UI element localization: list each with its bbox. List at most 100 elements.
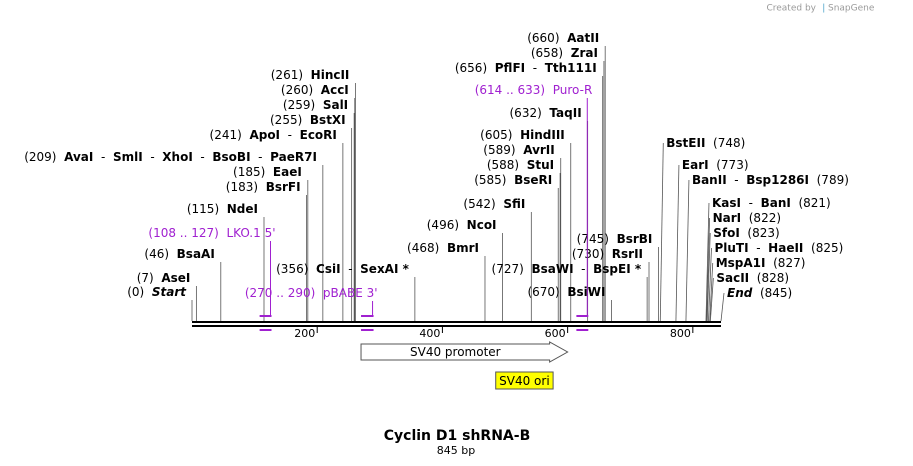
restriction-sites: (0) Start(7) AseI (46) BsaAI (115) NdeI (18…: [24, 31, 849, 300]
axis-tick-label: 400: [419, 327, 440, 340]
site-label: (7) AseI: [137, 271, 191, 285]
site-mspa1i[interactable]: MspA1I (827): [716, 256, 806, 270]
site-apoi[interactable]: (241) ApoI - EcoRI: [210, 128, 337, 142]
site-bsrbi[interactable]: (745) BsrBI: [577, 232, 653, 246]
credit-brand: SnapGene: [828, 4, 875, 14]
site-zrai[interactable]: (658) ZraI: [531, 46, 598, 60]
site-bsawi[interactable]: (727) BsaWI - BspEI *: [492, 262, 642, 276]
feature-sv40-ori[interactable]: SV40 ori: [495, 371, 554, 390]
site-eari[interactable]: EarI (773): [682, 158, 749, 172]
site-sacii[interactable]: SacII (828): [716, 271, 789, 285]
site-taqii[interactable]: (632) TaqII: [510, 106, 582, 120]
snapgene-logo-icon: ❘: [820, 4, 828, 14]
site-label: (356) CsiI - SexAI *: [276, 262, 409, 276]
site-hincii[interactable]: (261) HincII: [271, 68, 350, 82]
site-leader: [706, 232, 711, 322]
site-acci[interactable]: (260) AccI: [281, 83, 349, 97]
site-label: BanII - Bsp1286I (789): [692, 173, 849, 187]
site-label: (183) BsrFI: [226, 180, 301, 194]
site-bsiwi[interactable]: (670) BsiWI: [527, 285, 605, 299]
site-ndei[interactable]: (115) NdeI: [187, 202, 258, 216]
feature-sv40-promoter[interactable]: SV40 promoter: [360, 341, 569, 363]
credit-text: Created by: [766, 4, 816, 14]
site-label: (185) EaeI: [233, 165, 302, 179]
site-sfii[interactable]: (542) SfiI: [463, 197, 525, 211]
site-label: (542) SfiI: [463, 197, 525, 211]
site-label: EarI (773): [682, 158, 749, 172]
site-eaei[interactable]: (185) EaeI: [233, 165, 302, 179]
site-label: (727) BsaWI - BspEI *: [492, 262, 642, 276]
site-bsrfi[interactable]: (183) BsrFI: [226, 180, 301, 194]
site-label: (585) BseRI: [474, 173, 552, 187]
site-label: PluTI - HaeII (825): [714, 241, 843, 255]
backbone-top-strand: [192, 321, 721, 323]
primer-633-puro-r[interactable]: (614 .. 633) Puro-R: [475, 83, 593, 331]
site-leader: [709, 277, 714, 322]
site-label: (115) NdeI: [187, 202, 258, 216]
site-leader: [685, 179, 690, 322]
axis-tick-label: 800: [670, 327, 691, 340]
site-leader: [659, 142, 664, 322]
site-bsaai[interactable]: (46) BsaAI: [144, 247, 214, 261]
site-kasi[interactable]: KasI - BanI (821): [712, 196, 831, 210]
site-avrii[interactable]: (589) AvrII: [483, 143, 554, 157]
site-label: (46) BsaAI: [144, 247, 214, 261]
primer-label: (270 .. 290) pBABE 3': [245, 286, 378, 300]
site-label: (632) TaqII: [510, 106, 582, 120]
site-aatii[interactable]: (660) AatII: [527, 31, 599, 45]
axis-tick-label: 600: [545, 327, 566, 340]
site-label: (255) BstXI: [270, 113, 346, 127]
site-leader: [706, 217, 711, 322]
site-label: KasI - BanI (821): [712, 196, 831, 210]
site-leader: [708, 247, 712, 322]
site-label: BstEII (748): [666, 136, 745, 150]
site-hindiii[interactable]: (605) HindIII: [480, 128, 565, 142]
features: SV40 promoter SV40 ori: [360, 341, 569, 390]
site-label: (730) RsrII: [572, 247, 643, 261]
site-bmri[interactable]: (468) BmrI: [407, 241, 479, 255]
site-label: (605) HindIII: [480, 128, 565, 142]
site-csii[interactable]: (356) CsiI - SexAI *: [276, 262, 409, 276]
site-sali[interactable]: (259) SalI: [283, 98, 348, 112]
site-end[interactable]: End (845): [727, 286, 792, 300]
primer-pbabe-3[interactable]: (270 .. 290) pBABE 3': [245, 286, 378, 331]
credit: Created by ❘ SnapGene: [766, 4, 874, 14]
feature-arrow: [360, 341, 569, 363]
site-label: (589) AvrII: [483, 143, 554, 157]
site-leader: [705, 202, 710, 322]
site-label: (670) BsiWI: [527, 285, 605, 299]
site-pflfi[interactable]: (656) PflFI - Tth111I: [455, 61, 597, 75]
primer-annotations: (108 .. 127) LKO.1 5' (270 .. 290) pBABE …: [148, 83, 593, 331]
sequence-backbone: [192, 321, 721, 327]
map-title: Cyclin D1 shRNA-B: [384, 428, 531, 444]
site-leader: [675, 164, 680, 322]
site-label: SacII (828): [716, 271, 789, 285]
site-pluti[interactable]: PluTI - HaeII (825): [714, 241, 843, 255]
site-label: (468) BmrI: [407, 241, 479, 255]
site-nari[interactable]: NarI (822): [713, 211, 781, 225]
site-ncoi[interactable]: (496) NcoI: [427, 218, 497, 232]
site-label: (658) ZraI: [531, 46, 598, 60]
site-start[interactable]: (0) Start: [127, 285, 187, 299]
feature-label: SV40 ori: [499, 374, 550, 388]
site-stui[interactable]: (588) StuI: [487, 158, 554, 172]
feature-box: [495, 371, 554, 390]
primer-lko1-5[interactable]: (108 .. 127) LKO.1 5': [148, 226, 276, 331]
site-bsteii[interactable]: BstEII (748): [666, 136, 745, 150]
primer-label: (108 .. 127) LKO.1 5': [148, 226, 275, 240]
site-banii[interactable]: BanII - Bsp1286I (789): [692, 173, 849, 187]
site-label: (261) HincII: [271, 68, 350, 82]
feature-label: SV40 promoter: [410, 345, 501, 359]
site-avai[interactable]: (209) AvaI - SmlI - XhoI - BsoBI - PaeR7…: [24, 150, 317, 164]
site-label: (260) AccI: [281, 83, 349, 97]
site-label: (660) AatII: [527, 31, 599, 45]
site-label: End (845): [727, 286, 792, 300]
site-label: SfoI (823): [713, 226, 779, 240]
backbone-bottom-strand: [192, 325, 721, 327]
site-label: MspA1I (827): [716, 256, 806, 270]
site-bseri[interactable]: (585) BseRI: [474, 173, 552, 187]
site-rsrii[interactable]: (730) RsrII: [572, 247, 643, 261]
site-bstxi[interactable]: (255) BstXI: [270, 113, 346, 127]
site-asei[interactable]: (7) AseI: [137, 271, 191, 285]
site-sfoi[interactable]: SfoI (823): [713, 226, 779, 240]
